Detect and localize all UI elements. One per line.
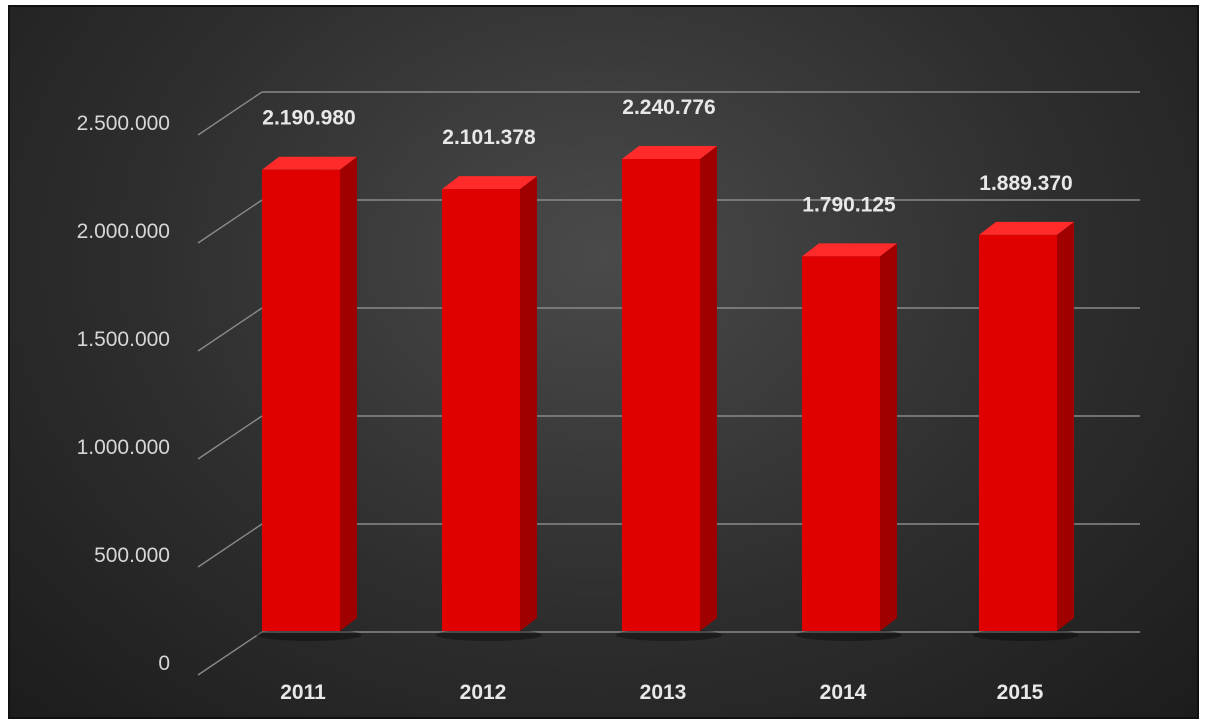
bar-side (340, 156, 357, 631)
x-axis-category-labels: 2011 2012 2013 2014 2015 (280, 681, 1043, 704)
x-tick-label: 2014 (820, 681, 867, 704)
y-tick-label: 1.500.000 (77, 328, 170, 351)
data-label: 1.790.125 (802, 193, 896, 216)
bar-2012 (436, 176, 542, 641)
x-tick-label: 2013 (640, 681, 687, 704)
bar-shadow (616, 629, 722, 641)
bar-side (520, 176, 537, 631)
data-label: 2.240.776 (622, 96, 715, 119)
bar-shadow (796, 629, 902, 641)
gridline-side (197, 523, 263, 568)
bar-side (880, 243, 897, 631)
x-tick-label: 2011 (280, 681, 326, 704)
bar-shadow (256, 629, 362, 641)
bar-2015 (973, 221, 1079, 641)
gridline-side (197, 307, 263, 352)
data-label: 2.190.980 (262, 107, 355, 130)
bar-front (979, 234, 1057, 632)
data-label: 2.101.378 (442, 126, 536, 149)
bars (256, 145, 1079, 641)
data-label: 1.889.370 (979, 172, 1072, 195)
bar-side (1057, 221, 1074, 632)
x-tick-label: 2015 (997, 681, 1044, 704)
bar-shadow (973, 629, 1079, 641)
bar-top (802, 243, 897, 257)
bar-chart: 0 500.000 1.000.000 1.500.000 2.000.000 2.500… (77, 91, 1140, 704)
bar-front (262, 169, 340, 631)
bar-2014 (796, 243, 902, 641)
chart-area: 0 500.000 1.000.000 1.500.000 2.000.000 2.500… (8, 5, 1199, 719)
y-tick-label: 2.000.000 (77, 220, 170, 243)
data-labels: 2.190.980 2.101.378 2.240.776 1.790.125 1.88… (262, 96, 1072, 216)
bar-shadow (436, 629, 542, 641)
gridline-side (197, 91, 263, 136)
gridline-side (197, 631, 263, 676)
y-tick-label: 500.000 (94, 544, 170, 567)
bar-top (979, 221, 1074, 235)
bar-front (802, 256, 880, 631)
y-tick-label: 1.000.000 (77, 436, 170, 459)
bar-top (442, 176, 537, 190)
y-tick-label: 0 (158, 652, 170, 675)
bar-top (262, 156, 357, 170)
y-tick-label: 2.500.000 (77, 112, 170, 135)
y-axis-tick-labels: 0 500.000 1.000.000 1.500.000 2.000.000 2.500… (77, 112, 170, 675)
bar-front (442, 189, 520, 631)
bar-2011 (256, 156, 362, 641)
gridline-side (197, 199, 263, 244)
gridline-side (197, 415, 263, 460)
bar-front (622, 158, 700, 632)
bar-2013 (616, 145, 722, 641)
bar-side (700, 145, 717, 632)
bar-top (622, 145, 717, 159)
x-tick-label: 2012 (460, 681, 507, 704)
